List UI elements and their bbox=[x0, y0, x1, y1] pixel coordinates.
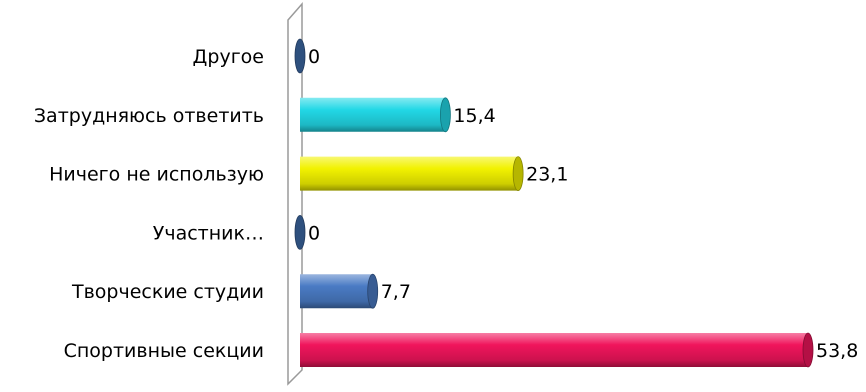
bar-group bbox=[294, 38, 306, 74]
bar-group bbox=[300, 97, 451, 133]
chart-back-wall bbox=[287, 2, 303, 386]
bar-cap bbox=[294, 214, 306, 250]
data-label: 15,4 bbox=[453, 105, 495, 127]
bar bbox=[300, 156, 519, 191]
bar bbox=[300, 97, 446, 132]
back-wall-face bbox=[287, 2, 303, 386]
bar-cap bbox=[294, 38, 306, 74]
data-label: 0 bbox=[308, 46, 320, 68]
category-label: Затрудняюсь ответить bbox=[34, 105, 264, 127]
bar-cap bbox=[367, 273, 379, 309]
labels-layer: Спортивные секции 53,8 Творческие студии 7,… bbox=[34, 46, 858, 362]
data-label: 23,1 bbox=[526, 164, 568, 186]
category-label: Другое bbox=[193, 46, 264, 68]
category-label: Спортивные секции bbox=[64, 340, 264, 362]
category-label: Ничего не использую bbox=[49, 164, 264, 186]
data-label: 53,8 bbox=[816, 340, 858, 362]
bar-group bbox=[300, 332, 814, 368]
bar-group bbox=[300, 156, 524, 192]
bar bbox=[300, 274, 373, 309]
data-label: 7,7 bbox=[381, 281, 411, 303]
bar bbox=[300, 333, 808, 367]
bar-group bbox=[300, 273, 379, 309]
bars-layer bbox=[294, 38, 814, 368]
category-label: Творческие студии bbox=[71, 281, 264, 303]
bar-cap bbox=[802, 332, 814, 368]
data-label: 0 bbox=[308, 222, 320, 244]
bar-cap bbox=[440, 97, 451, 133]
category-label: Участник… bbox=[153, 222, 264, 244]
bar-group bbox=[294, 214, 306, 250]
bar-cap bbox=[512, 156, 524, 192]
